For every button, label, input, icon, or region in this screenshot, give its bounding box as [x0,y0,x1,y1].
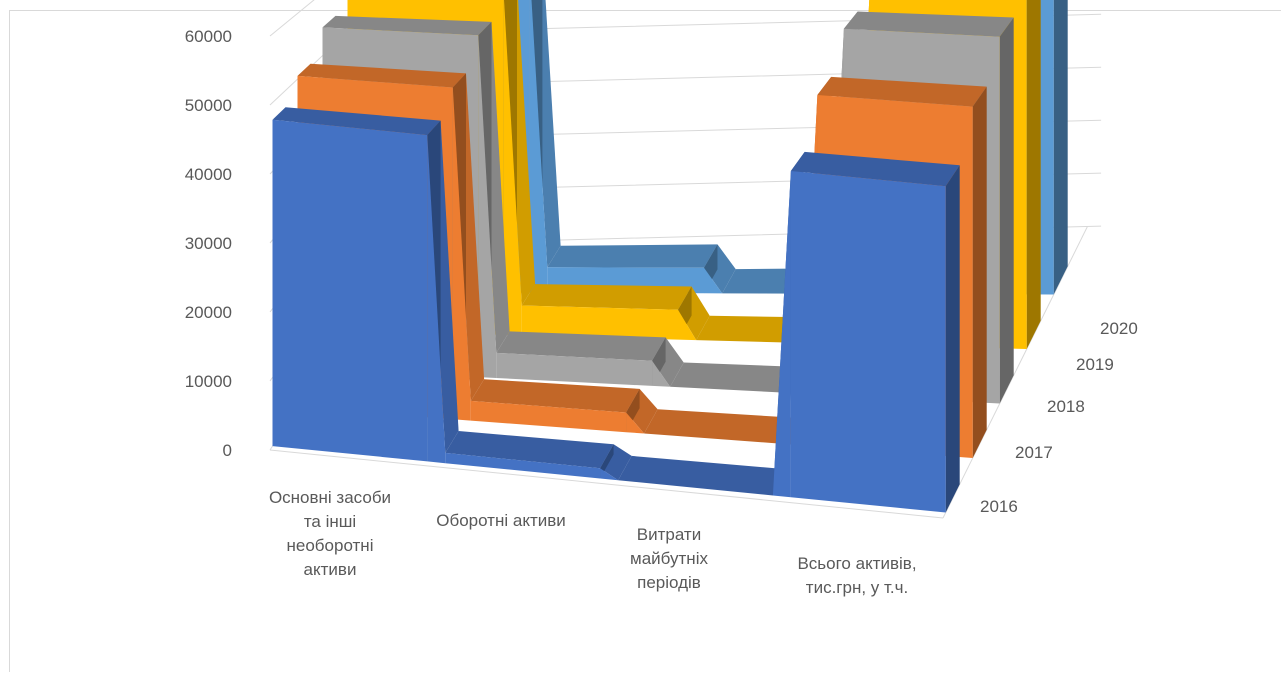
bar-top [322,15,492,36]
category-labels: Основні засоби та інші необоротні активи Обо… [269,488,917,597]
y-tick-label: 50000 [185,96,232,115]
bar-top [445,431,614,469]
y-tick-label: 0 [223,441,232,460]
ribbon-connector-front [678,309,697,341]
bar-side [945,165,960,513]
bar-front [272,119,428,462]
series-labels: 2016 2017 2018 2019 2020 [980,319,1138,516]
ribbon-connector-front [478,35,497,379]
bar-top [297,63,466,88]
bar-top [496,331,666,361]
ribbon-connector-front [503,0,522,336]
y-axis-ticks: 010000200003000040000500006000070000 [185,27,232,460]
bar-front [470,400,627,433]
y-tick-label: 30000 [185,234,232,253]
series-label: 2020 [1100,319,1138,338]
series-label: 2018 [1047,397,1085,416]
ribbon-connector-front [704,267,723,294]
bar-side [1026,0,1041,349]
ribbon-connector-front [452,87,471,421]
bar-top [521,284,692,310]
y-tick-label: 40000 [185,165,232,184]
bar-front [790,171,946,513]
bar-top [547,244,718,268]
series-label: 2017 [1015,443,1053,462]
ribbons [272,0,1068,513]
bar-front [496,352,653,386]
ribbon-connector-front [529,0,548,293]
bar-top [817,76,987,107]
series-label: 2016 [980,497,1018,516]
bar-side [1053,0,1068,295]
bar-top [470,379,640,413]
bar-side [600,444,614,479]
ribbon-connector-front [772,171,791,498]
bar-top [618,455,787,496]
bar-front [445,452,601,479]
ribbon-connector-front [652,360,671,387]
bar-front [521,305,678,340]
floor-edge [269,449,944,519]
y-tick-label: 60000 [185,27,232,46]
category-label: Витрати майбутніх періодів [630,525,708,592]
y-tick-label: 20000 [185,303,232,322]
category-label: Всього активів, тис.грн, у т.ч. [797,554,916,597]
ribbon-connector-front [600,468,619,481]
y-tick-label: 10000 [185,372,232,391]
ribbon-connector-front [427,135,446,464]
ribbon-series-2016 [272,107,960,513]
bar-side [972,86,987,458]
category-label: Основні засоби та інші необоротні активи [269,488,391,579]
bar-top [644,409,814,446]
chart-frame [9,10,1281,672]
bar-side [999,17,1014,404]
gridline [269,0,383,106]
ribbon-connector-front [626,412,645,434]
ribbon-slope [600,444,632,481]
bar-top [843,11,1014,37]
bar-top [272,107,441,136]
floor-side-edge [942,226,1088,519]
category-label: Оборотні активи [436,511,566,530]
series-label: 2019 [1076,355,1114,374]
bar-top [790,151,960,187]
